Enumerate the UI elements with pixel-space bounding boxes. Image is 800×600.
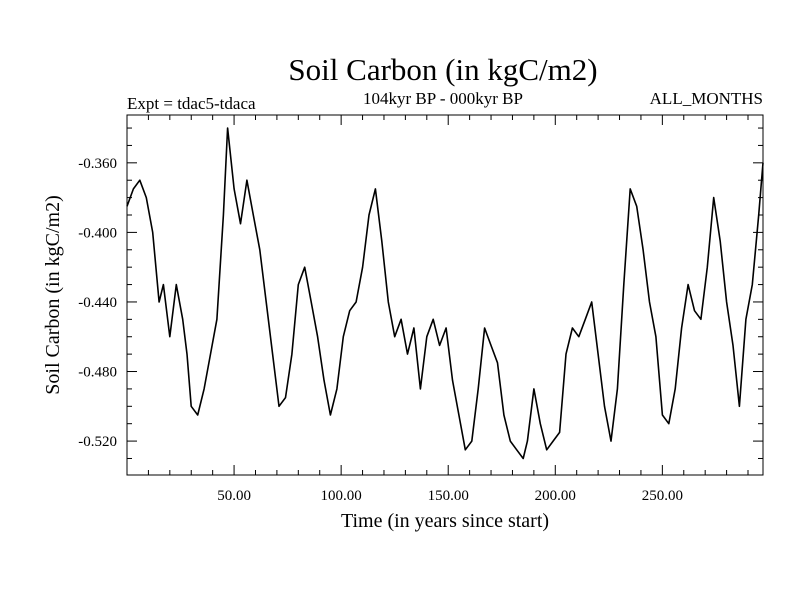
axis-ticks bbox=[127, 115, 763, 475]
y-tick-label: -0.520 bbox=[78, 434, 117, 450]
y-tick-label: -0.440 bbox=[78, 295, 117, 311]
axis-tick-labels: 50.00 100.00 150.00 200.00 250.00 -0.360 -0.40… bbox=[78, 156, 683, 504]
chart-title: Soil Carbon (in kgC/m2) bbox=[288, 52, 597, 87]
x-axis-label: Time (in years since start) bbox=[341, 510, 549, 532]
x-tick-label: 100.00 bbox=[321, 488, 362, 504]
x-tick-label: 150.00 bbox=[428, 488, 469, 504]
y-axis-label: Soil Carbon (in kgC/m2) bbox=[42, 195, 64, 394]
soil-carbon-series-line bbox=[126, 127, 764, 460]
plot-area bbox=[126, 114, 764, 476]
x-tick-label: 50.00 bbox=[217, 488, 251, 504]
chart-subtitle: 104kyr BP - 000kyr BP bbox=[363, 89, 523, 108]
y-tick-label: -0.360 bbox=[78, 156, 117, 172]
y-tick-label: -0.400 bbox=[78, 225, 117, 241]
experiment-label: Expt = tdac5-tdaca bbox=[127, 94, 256, 113]
x-tick-label: 250.00 bbox=[642, 488, 683, 504]
x-tick-label: 200.00 bbox=[535, 488, 576, 504]
y-tick-label: -0.480 bbox=[78, 365, 117, 381]
months-label: ALL_MONTHS bbox=[650, 89, 763, 108]
